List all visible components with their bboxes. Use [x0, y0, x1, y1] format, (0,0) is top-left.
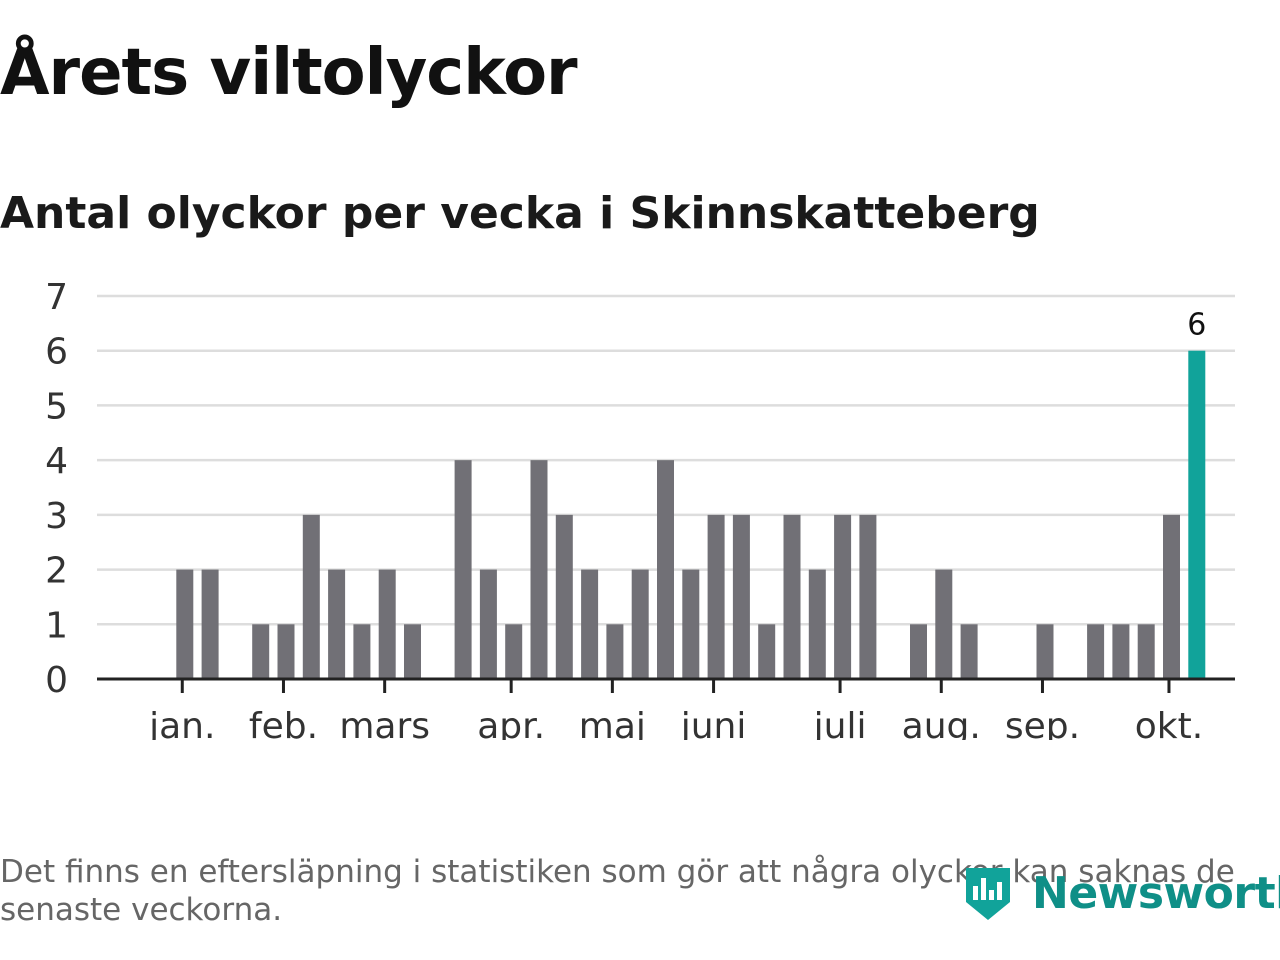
bar: [859, 514, 877, 679]
x-tick-label: mars: [339, 706, 430, 740]
x-tick-label: apr.: [477, 706, 545, 740]
bar: [682, 569, 700, 679]
x-tick-label: maj: [579, 706, 646, 740]
bar: [606, 624, 624, 679]
bar: [505, 624, 523, 679]
bar: [479, 569, 497, 679]
bar-chart: 0 1 2 3 4 5 6 7 6 jan. feb. mars apr. maj juni juli aug.…: [45, 277, 1235, 740]
y-tick-label: 3: [45, 496, 68, 537]
bar: [935, 569, 953, 679]
bar: [707, 514, 725, 679]
bar: [910, 624, 927, 679]
y-tick-label: 2: [45, 551, 68, 592]
x-tick-label: okt.: [1135, 706, 1203, 740]
newsworthy-logo-icon: [966, 868, 1010, 920]
bar: [176, 569, 194, 679]
bar: [530, 460, 548, 679]
x-tick-label: juni: [680, 706, 747, 740]
x-tick-label: feb.: [249, 706, 318, 740]
bar: [758, 624, 776, 679]
bar: [657, 460, 674, 679]
x-tick-label: aug.: [902, 706, 981, 740]
footnote: Det finns en eftersläpning i statistiken…: [0, 854, 1235, 928]
chart-title: Årets viltolyckor: [0, 36, 578, 110]
bar: [783, 514, 801, 679]
x-tick-label: jan.: [148, 706, 215, 740]
bar: [201, 569, 219, 679]
bar: [404, 624, 421, 679]
bar: [328, 569, 346, 679]
data-label: 6: [1187, 308, 1206, 343]
bar: [252, 624, 270, 679]
chart-subtitle: Antal olyckor per vecka i Skinnskatteber…: [0, 188, 1040, 239]
bar: [581, 569, 599, 679]
y-tick-label: 4: [45, 441, 68, 482]
bar: [732, 514, 750, 679]
bar: [1188, 350, 1206, 679]
bar: [555, 514, 573, 679]
bar: [960, 624, 978, 679]
bar: [302, 514, 320, 679]
bar: [1112, 624, 1130, 679]
bar: [454, 460, 472, 679]
y-tick-label: 7: [45, 277, 68, 318]
bar: [1036, 624, 1054, 679]
bar: [277, 624, 295, 679]
bar: [353, 624, 371, 679]
bar: [1087, 624, 1105, 679]
y-tick-label: 1: [45, 605, 68, 646]
bar: [1137, 624, 1155, 679]
bar: [631, 569, 649, 679]
x-tick-label: sep.: [1005, 706, 1080, 740]
y-tick-label: 6: [45, 332, 68, 373]
bar: [808, 569, 826, 679]
bar: [834, 514, 852, 679]
brand-logo: Newsworthy: [962, 862, 1280, 924]
bar: [378, 569, 396, 679]
y-tick-label: 5: [45, 386, 68, 427]
y-tick-label: 0: [45, 660, 68, 701]
brand-name: Newsworthy: [1032, 867, 1280, 919]
x-tick-label: juli: [813, 706, 867, 740]
bar: [1163, 514, 1180, 679]
